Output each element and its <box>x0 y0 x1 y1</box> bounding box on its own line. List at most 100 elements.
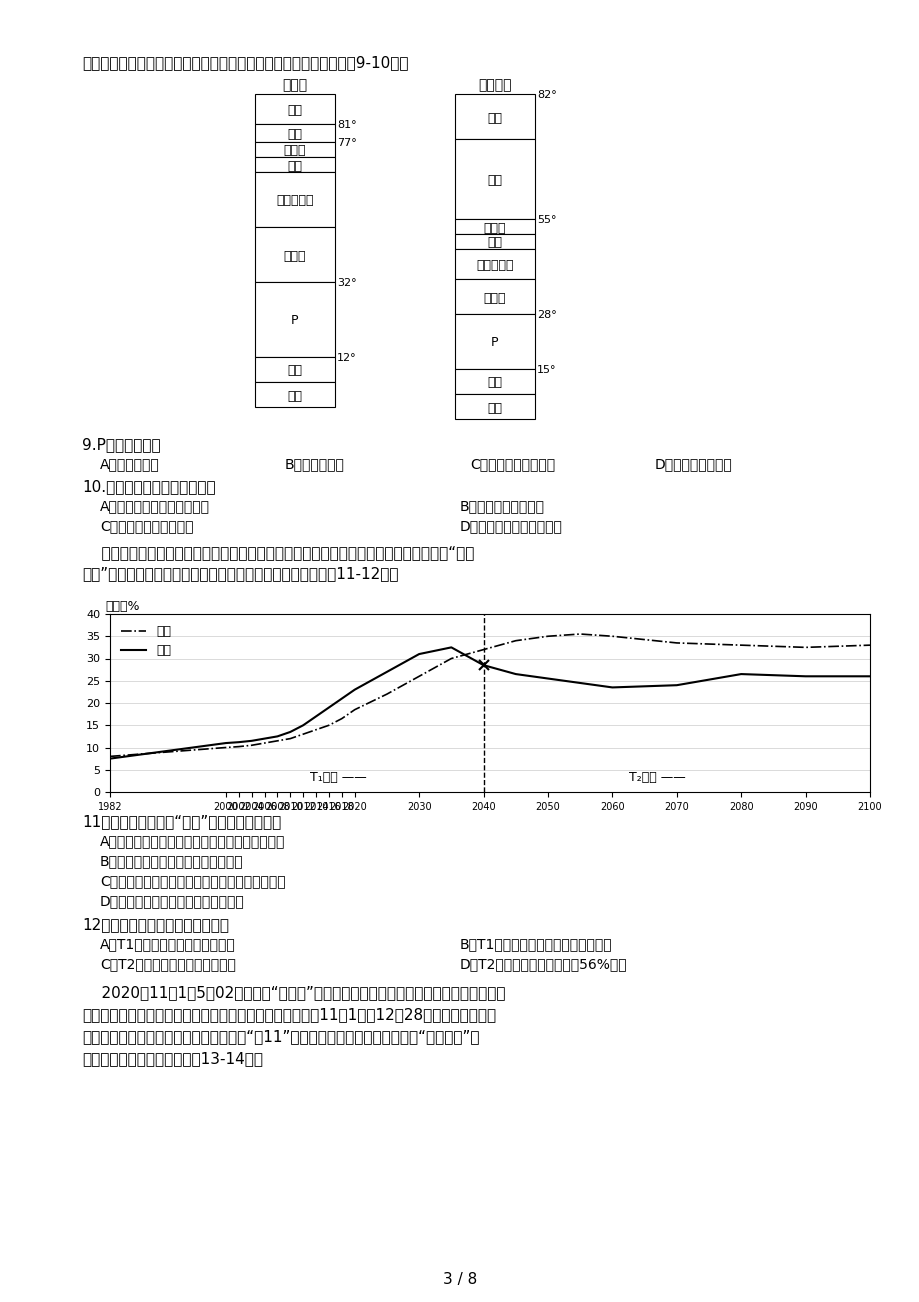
Text: 草原: 草原 <box>487 376 502 389</box>
Bar <box>255 158 335 172</box>
Text: 陆冰: 陆冰 <box>487 174 502 187</box>
农村 <box>381 664 392 680</box>
Bar <box>255 124 335 142</box>
城市 <box>221 740 232 755</box>
Bar <box>255 142 335 158</box>
Text: 雨林: 雨林 <box>287 389 302 402</box>
Text: 10.与近现代相比，该地质时期: 10.与近现代相比，该地质时期 <box>82 479 215 493</box>
Text: 海冰: 海冰 <box>487 112 502 125</box>
Text: C．温带落叶阔叶林带: C．温带落叶阔叶林带 <box>470 457 554 471</box>
Line: 农村: 农村 <box>110 647 869 759</box>
Bar <box>255 94 335 124</box>
城市 <box>800 639 811 655</box>
Text: 32°: 32° <box>336 279 357 288</box>
Text: 苔原: 苔原 <box>487 237 502 250</box>
城市 <box>311 721 322 737</box>
城市 <box>259 736 270 751</box>
Text: 15°: 15° <box>537 365 556 375</box>
Text: 单位：%: 单位：% <box>105 600 140 613</box>
Bar <box>255 357 335 381</box>
Text: C．处于冰期，海平面低: C．处于冰期，海平面低 <box>100 519 193 533</box>
农村 <box>233 734 244 750</box>
农村 <box>574 676 585 691</box>
城市 <box>607 629 618 644</box>
Bar <box>455 219 535 234</box>
城市 <box>323 717 335 733</box>
Text: D．亚寒带针叶林带: D．亚寒带针叶林带 <box>654 457 732 471</box>
Bar <box>455 94 535 139</box>
Text: 81°: 81° <box>336 120 357 130</box>
Text: 开了国内首条用于整列装运快件动车组试点线路的序幕。从11月1日到12月28日，每天在北京与: 开了国内首条用于整列装运快件动车组试点线路的序幕。从11月1日到12月28日，每… <box>82 1006 495 1022</box>
Text: P: P <box>491 336 498 349</box>
城市 <box>298 727 309 742</box>
农村 <box>311 708 322 724</box>
Text: 硬叶林: 硬叶林 <box>283 250 306 263</box>
Text: C．T2时期新兴产业发展将受制约: C．T2时期新兴产业发展将受制约 <box>100 957 235 971</box>
农村 <box>105 751 116 767</box>
农村 <box>323 699 335 715</box>
Text: B．森林分布范围更广: B．森林分布范围更广 <box>460 499 544 513</box>
城市 <box>381 686 392 702</box>
Bar <box>455 234 535 249</box>
Line: 城市: 城市 <box>110 634 869 756</box>
城市 <box>735 638 746 654</box>
Bar <box>255 283 335 357</box>
农村 <box>414 646 425 661</box>
Text: 针阔混交林: 针阔混交林 <box>476 259 513 272</box>
Text: 硬叶林: 硬叶林 <box>483 292 505 305</box>
Text: T₂时期 ——: T₂时期 —— <box>629 771 685 784</box>
Text: A．温带荒漠带: A．温带荒漠带 <box>100 457 160 471</box>
城市 <box>246 737 257 753</box>
农村 <box>800 668 811 684</box>
Bar <box>455 368 535 395</box>
农村 <box>542 671 553 686</box>
Text: 近现代: 近现代 <box>282 78 307 92</box>
农村 <box>272 729 283 745</box>
城市 <box>349 702 360 717</box>
城市 <box>272 733 283 749</box>
Text: D．降水丰富，气候更湿润: D．降水丰富，气候更湿润 <box>460 519 562 533</box>
Text: T₁时期 ——: T₁时期 —— <box>310 771 366 784</box>
Text: B．城市因经济相对发达，出生率较高: B．城市因经济相对发达，出生率较高 <box>100 854 244 868</box>
Text: 2020年11月1日5时02分，一列“复兴号”高铁动车组货运专列从北京开出，直达武汉，拉: 2020年11月1日5时02分，一列“复兴号”高铁动车组货运专列从北京开出，直达… <box>82 986 505 1000</box>
Bar <box>455 139 535 219</box>
Text: A．针阔混交林范围明显扩大: A．针阔混交林范围明显扩大 <box>100 499 210 513</box>
Text: 55°: 55° <box>537 215 556 225</box>
Bar <box>455 395 535 419</box>
Bar <box>455 279 535 314</box>
Text: A．T1时期第一产业比重将会增加: A．T1时期第一产业比重将会增加 <box>100 937 235 950</box>
Bar <box>455 314 535 368</box>
Text: 海冰: 海冰 <box>287 104 302 117</box>
Text: 武汉之间开行一对货运往返专列，服务于“双11”期间电商快件运输。下图是我国“八纵八横”高: 武汉之间开行一对货运往返专列，服务于“双11”期间电商快件运输。下图是我国“八纵… <box>82 1029 479 1044</box>
Bar <box>255 172 335 227</box>
农村 <box>246 733 257 749</box>
Text: 下图为北半球某区域在某一地质时期与近现代的植被分布情况。完成9-10题。: 下图为北半球某区域在某一地质时期与近现代的植被分布情况。完成9-10题。 <box>82 55 408 70</box>
Text: 倒置”明显，下图为中国人口老龄化城乡差异转变预测图。完成11-12题。: 倒置”明显，下图为中国人口老龄化城乡差异转变预测图。完成11-12题。 <box>82 566 398 581</box>
Legend: 城市, 农村: 城市, 农村 <box>116 620 176 663</box>
Text: 11．我国城乡老龄化“倒置”现象的主要原因是: 11．我国城乡老龄化“倒置”现象的主要原因是 <box>82 814 281 829</box>
农村 <box>607 680 618 695</box>
城市 <box>336 711 347 727</box>
Text: 苔原: 苔原 <box>287 160 302 172</box>
Text: 3 / 8: 3 / 8 <box>442 1272 477 1286</box>
农村 <box>735 667 746 682</box>
Text: 9.P地的自然带是: 9.P地的自然带是 <box>82 437 161 452</box>
农村 <box>298 717 309 733</box>
农村 <box>671 677 682 693</box>
Text: 针阔混交林: 针阔混交林 <box>276 194 313 207</box>
Text: 草原: 草原 <box>287 365 302 378</box>
Text: A．农村因经济相对落后，中老年环境优美寿命长: A．农村因经济相对落后，中老年环境优美寿命长 <box>100 835 285 848</box>
城市 <box>864 638 875 654</box>
Text: 永冻层: 永冻层 <box>283 145 306 158</box>
城市 <box>105 749 116 764</box>
城市 <box>414 668 425 684</box>
农村 <box>259 730 270 746</box>
Bar <box>455 249 535 279</box>
农村 <box>285 724 296 740</box>
Text: 地质时期: 地质时期 <box>478 78 511 92</box>
农村 <box>510 667 521 682</box>
城市 <box>542 629 553 644</box>
Text: 82°: 82° <box>537 90 556 100</box>
农村 <box>478 658 489 673</box>
农村 <box>221 736 232 751</box>
